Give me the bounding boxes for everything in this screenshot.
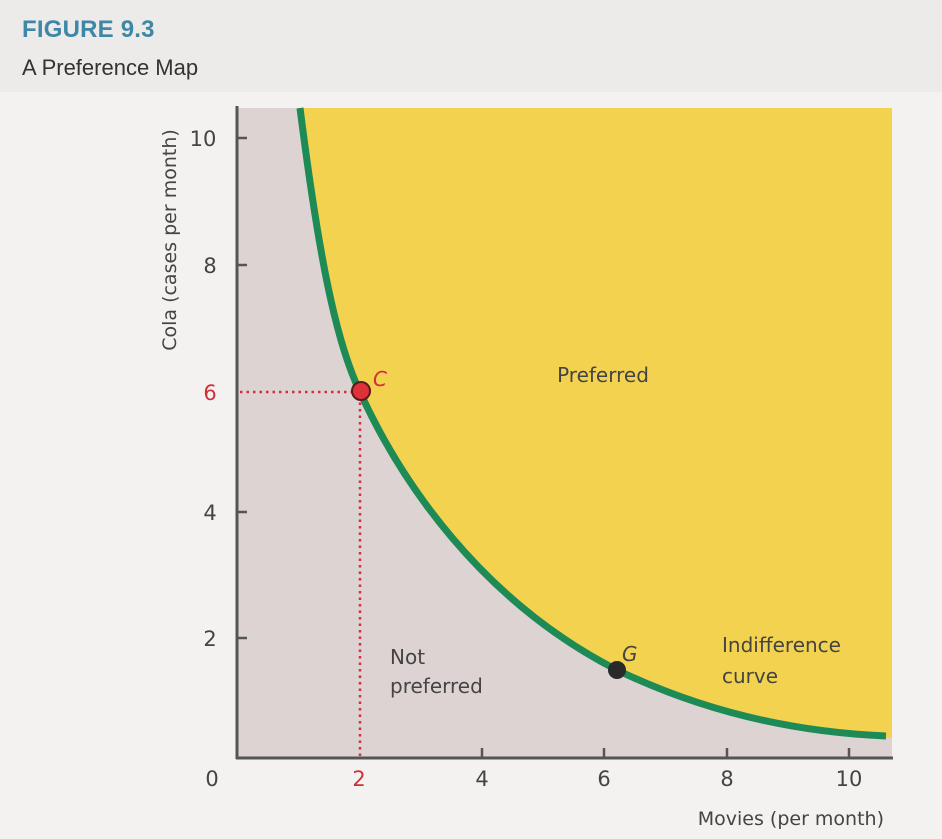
indifference-curve-label-line1: Indifference bbox=[722, 633, 841, 657]
y-tick-4: 4 bbox=[203, 501, 216, 525]
x-tick-4: 4 bbox=[475, 767, 488, 791]
y-tick-2: 2 bbox=[203, 627, 216, 651]
figure-title: A Preference Map bbox=[22, 55, 199, 80]
point-g-label: G bbox=[622, 642, 638, 666]
indifference-curve-label-line2: curve bbox=[722, 664, 778, 688]
origin-label: 0 bbox=[205, 767, 218, 791]
y-ticks bbox=[237, 136, 247, 640]
preferred-region bbox=[300, 108, 892, 738]
x-ticks bbox=[480, 748, 851, 758]
x-axis-title: Movies (per month) bbox=[698, 808, 884, 830]
y-tick-8: 8 bbox=[203, 254, 216, 278]
indifference-curve bbox=[296, 107, 887, 740]
y-axis-title: Cola (cases per month) bbox=[159, 129, 181, 351]
y-tick-10: 10 bbox=[190, 127, 217, 151]
point-c-label: C bbox=[373, 367, 387, 391]
preferred-label: Preferred bbox=[557, 363, 649, 387]
figure-number: FIGURE 9.3 bbox=[22, 16, 155, 43]
x-tick-10: 10 bbox=[836, 767, 863, 791]
not-preferred-label-line2: preferred bbox=[390, 674, 483, 698]
not-preferred-label-line1: Not bbox=[390, 645, 425, 669]
x-tick-2: 2 bbox=[352, 767, 365, 791]
point-g-marker bbox=[608, 661, 626, 679]
x-tick-8: 8 bbox=[720, 767, 733, 791]
y-tick-6: 6 bbox=[203, 381, 216, 405]
point-c-marker bbox=[351, 381, 371, 401]
x-tick-6: 6 bbox=[597, 767, 610, 791]
